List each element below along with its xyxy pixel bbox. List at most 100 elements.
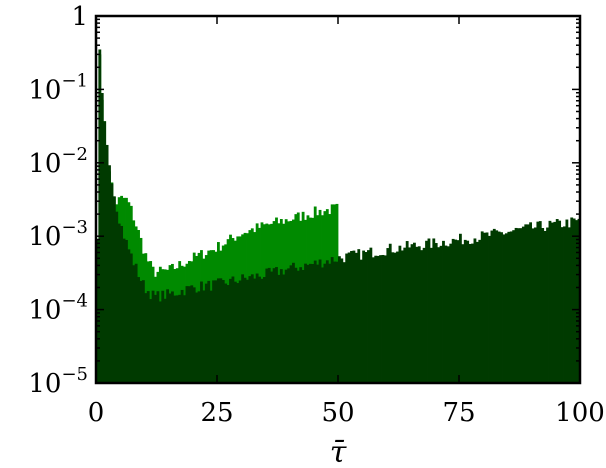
x-tick-label: 25 bbox=[200, 398, 233, 428]
histogram-bar bbox=[451, 238, 455, 383]
histogram-bar bbox=[313, 260, 317, 383]
histogram-bar bbox=[480, 231, 484, 383]
histogram-bar bbox=[325, 260, 329, 383]
histogram-bar bbox=[565, 219, 569, 383]
histogram-bar bbox=[381, 254, 385, 383]
histogram-bar bbox=[531, 228, 535, 383]
histogram-bar bbox=[306, 264, 310, 383]
histogram-bar bbox=[473, 238, 477, 383]
histogram-bar bbox=[289, 265, 293, 383]
histogram-bar bbox=[345, 253, 349, 383]
histogram-bar bbox=[425, 240, 428, 383]
histogram-bar bbox=[105, 144, 109, 383]
histogram-bar bbox=[308, 263, 312, 383]
histogram-bar bbox=[209, 290, 213, 383]
histogram-bar bbox=[572, 218, 576, 383]
histogram-bar bbox=[321, 267, 324, 383]
histogram-bar bbox=[287, 268, 290, 383]
histogram-bar bbox=[202, 290, 206, 383]
histogram-bar bbox=[241, 274, 245, 383]
histogram-bar bbox=[183, 295, 186, 383]
histogram-bar bbox=[420, 250, 424, 383]
histogram-bar bbox=[279, 269, 283, 383]
histogram-bar bbox=[195, 292, 199, 383]
histogram-bar bbox=[243, 277, 247, 383]
histogram-bar bbox=[282, 274, 286, 383]
histogram-bar bbox=[229, 278, 232, 383]
histogram-bar bbox=[207, 280, 211, 383]
histogram-bar bbox=[463, 239, 467, 383]
histogram-bar bbox=[410, 244, 414, 383]
histogram-bar bbox=[575, 220, 578, 383]
y-tick-label: 10−3 bbox=[28, 217, 88, 252]
histogram-bar bbox=[502, 234, 506, 383]
x-tick-label: 100 bbox=[555, 398, 605, 428]
histogram-bar bbox=[238, 280, 242, 383]
histogram-bar bbox=[141, 280, 145, 383]
x-axis-title: τ̄ bbox=[330, 435, 347, 468]
x-tick-label: 0 bbox=[88, 398, 105, 428]
histogram-bar bbox=[219, 278, 223, 383]
histogram-bar bbox=[255, 273, 259, 383]
histogram-bar bbox=[466, 240, 470, 383]
histogram-bar bbox=[212, 280, 215, 383]
histogram-bar bbox=[422, 247, 426, 383]
histogram-bar bbox=[396, 251, 399, 383]
histogram-bar bbox=[454, 239, 457, 383]
histogram-bar bbox=[347, 252, 351, 383]
histogram-bar bbox=[154, 294, 157, 383]
histogram-bar bbox=[497, 231, 501, 383]
histogram-bar bbox=[267, 267, 271, 383]
x-tick-label: 75 bbox=[442, 398, 475, 428]
histogram-bar bbox=[512, 230, 516, 383]
histogram-bar bbox=[304, 263, 307, 383]
histogram-bar bbox=[405, 241, 409, 383]
histogram-bar bbox=[500, 232, 503, 383]
histogram-bar bbox=[371, 257, 375, 383]
histogram-bar bbox=[354, 252, 358, 383]
histogram-bar bbox=[132, 265, 136, 383]
histogram-bar bbox=[490, 230, 494, 383]
histogram-bar bbox=[163, 298, 167, 383]
histogram-bar bbox=[560, 227, 564, 383]
histogram-bar bbox=[117, 223, 121, 383]
histogram-bar bbox=[432, 238, 436, 383]
histogram-bar bbox=[134, 263, 138, 383]
histogram-bar bbox=[137, 277, 140, 383]
y-tick-label: 1 bbox=[71, 2, 88, 32]
histogram-bar bbox=[275, 267, 278, 383]
histogram-bar bbox=[427, 238, 431, 383]
histogram-bar bbox=[318, 259, 322, 383]
histogram-bar bbox=[311, 264, 315, 383]
histogram-bar bbox=[526, 224, 530, 383]
histogram-bar bbox=[262, 277, 266, 383]
histogram-bar bbox=[224, 283, 228, 383]
histogram-bar bbox=[248, 276, 252, 383]
y-tick-label: 10−4 bbox=[28, 291, 88, 326]
histogram-bar bbox=[417, 246, 421, 383]
histogram-bar bbox=[204, 283, 208, 383]
histogram-bar bbox=[550, 222, 554, 383]
histogram-bar bbox=[364, 252, 368, 383]
histogram-bar bbox=[173, 295, 177, 383]
histogram-bar bbox=[330, 257, 334, 383]
histogram-bar bbox=[120, 225, 124, 383]
histogram-bar bbox=[393, 252, 397, 383]
histogram-bar bbox=[144, 293, 148, 383]
histogram-bar bbox=[521, 226, 525, 383]
histogram-bar bbox=[328, 263, 332, 383]
histogram-bar bbox=[567, 227, 571, 383]
histogram-bar bbox=[548, 220, 552, 383]
histogram-bar bbox=[507, 231, 511, 383]
histogram-bar bbox=[149, 299, 153, 383]
histogram-bar bbox=[168, 293, 172, 383]
histogram-bar bbox=[459, 233, 462, 383]
histogram-bar bbox=[110, 183, 114, 383]
x-tick-labels: 0 25 50 75 100 bbox=[88, 398, 605, 428]
histogram-bar bbox=[475, 241, 479, 383]
histogram-bar bbox=[488, 235, 491, 383]
histogram-bar bbox=[122, 238, 126, 383]
histogram-bar bbox=[333, 261, 336, 383]
histogram-bar bbox=[444, 245, 448, 383]
